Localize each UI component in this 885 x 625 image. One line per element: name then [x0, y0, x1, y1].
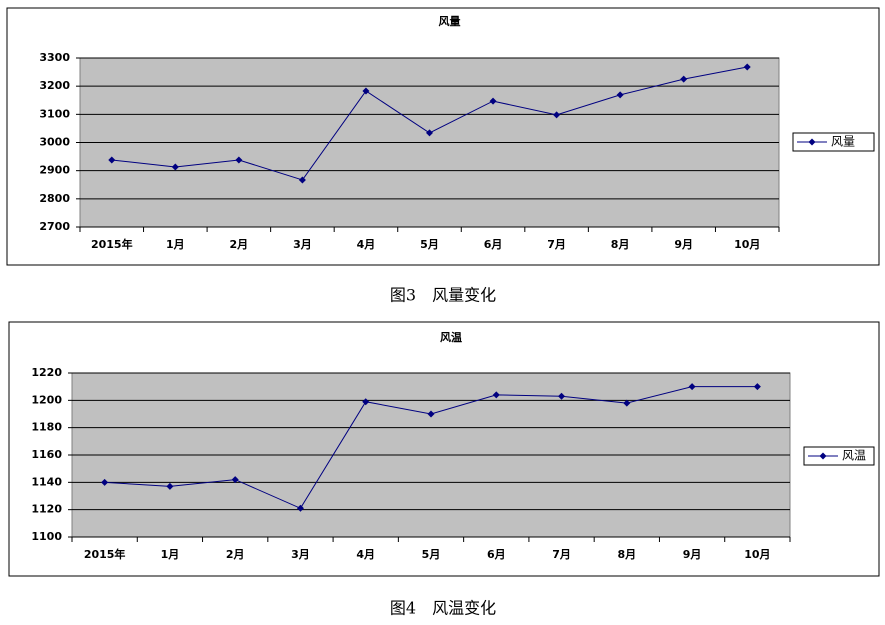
point [171, 163, 179, 171]
y-tick-label: 3300 [39, 51, 70, 64]
x-tick-label: 4月 [357, 238, 376, 251]
x-tick-label: 2015年 [91, 237, 133, 251]
x-tick-label: 7月 [547, 238, 566, 251]
point [235, 156, 243, 164]
point [296, 504, 304, 512]
point [753, 383, 761, 391]
x-tick-label: 2015年 [84, 547, 126, 561]
point [553, 111, 561, 119]
point [492, 391, 500, 399]
x-tick-label: 3月 [293, 238, 312, 251]
x-tick-label: 7月 [552, 548, 571, 561]
y-tick-label: 2700 [39, 220, 70, 233]
legend-box [792, 132, 875, 152]
x-tick-label: 8月 [611, 238, 630, 251]
caption: 图3 风量变化 [390, 286, 496, 305]
x-tick-label: 5月 [420, 238, 439, 251]
x-tick-label: 10月 [734, 238, 760, 251]
x-tick-label: 6月 [487, 548, 506, 561]
legend-box [803, 446, 875, 466]
y-tick-label: 1180 [31, 421, 62, 434]
x-tick-label: 10月 [744, 548, 770, 561]
point [489, 97, 497, 105]
point [743, 63, 751, 71]
y-tick-label: 1120 [31, 503, 62, 516]
point [427, 410, 435, 418]
x-tick-label: 6月 [484, 238, 503, 251]
x-tick-label: 1月 [161, 548, 180, 561]
x-tick-label: 5月 [422, 548, 441, 561]
point [616, 91, 624, 99]
point [108, 156, 116, 164]
y-tick-label: 1200 [31, 393, 62, 406]
point [362, 398, 370, 406]
x-tick-label: 2月 [230, 238, 249, 251]
x-tick-label: 2月 [226, 548, 245, 561]
y-tick-label: 3200 [39, 79, 70, 92]
x-tick-label: 3月 [291, 548, 310, 561]
caption: 图4 风温变化 [390, 599, 496, 618]
y-tick-label: 1160 [31, 448, 62, 461]
point [623, 399, 631, 407]
legend-label: 风量 [831, 135, 855, 149]
legend-label: 风温 [842, 449, 866, 463]
point [166, 482, 174, 490]
x-tick-label: 1月 [166, 238, 185, 251]
chart-title: 风量 [439, 14, 461, 28]
point [426, 129, 433, 137]
x-tick-label: 9月 [683, 548, 702, 561]
point [680, 75, 688, 83]
point [362, 87, 370, 95]
y-tick-label: 1100 [31, 530, 62, 543]
y-tick-label: 1140 [31, 475, 62, 488]
x-tick-label: 9月 [674, 238, 693, 251]
legend-marker [819, 452, 827, 460]
point [558, 392, 566, 400]
x-tick-label: 8月 [617, 548, 636, 561]
chart-title: 风温 [440, 330, 462, 344]
point [101, 478, 109, 486]
x-tick-label: 4月 [356, 548, 375, 561]
y-tick-label: 1220 [31, 366, 62, 379]
y-tick-label: 2800 [39, 192, 70, 205]
y-tick-label: 2900 [39, 164, 70, 177]
point [688, 383, 696, 391]
point [298, 176, 306, 184]
y-tick-label: 3000 [39, 136, 70, 149]
y-tick-label: 3100 [39, 107, 70, 120]
point [231, 476, 239, 484]
legend-marker [808, 138, 816, 146]
